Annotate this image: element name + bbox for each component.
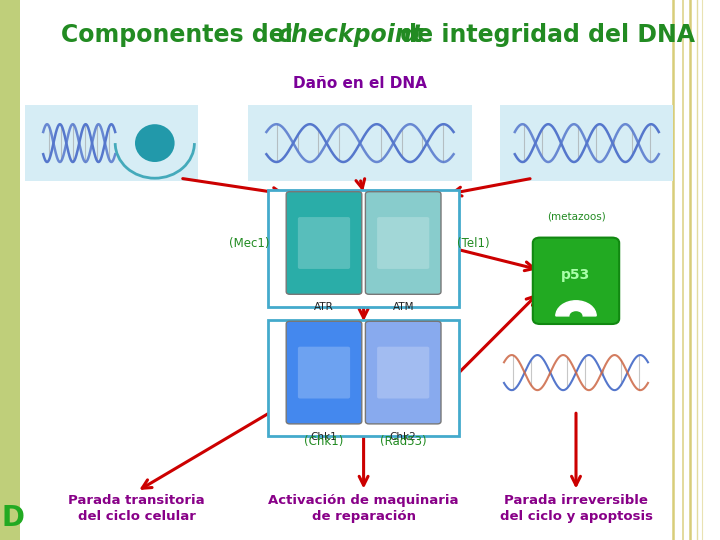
Text: Parada transitoria: Parada transitoria [68, 494, 205, 507]
Text: ATR: ATR [314, 302, 334, 313]
Text: p53: p53 [562, 268, 590, 282]
Bar [0, 0, 20, 540]
Text: Chk1: Chk1 [310, 432, 338, 442]
FancyBboxPatch shape [298, 217, 350, 269]
Text: del ciclo y apoptosis: del ciclo y apoptosis [500, 510, 652, 523]
Text: de reparación: de reparación [312, 510, 415, 523]
FancyBboxPatch shape [248, 105, 472, 181]
FancyBboxPatch shape [25, 105, 198, 181]
FancyBboxPatch shape [377, 347, 429, 399]
FancyBboxPatch shape [298, 347, 350, 399]
Text: (Mec1): (Mec1) [230, 237, 270, 249]
FancyBboxPatch shape [268, 320, 459, 436]
Text: Componentes del: Componentes del [61, 23, 310, 47]
Text: checkpoint: checkpoint [277, 23, 423, 47]
FancyBboxPatch shape [268, 190, 459, 307]
Text: (Chk1): (Chk1) [305, 435, 343, 448]
Text: Chk2: Chk2 [390, 432, 417, 442]
Text: (metazoos): (metazoos) [546, 211, 606, 221]
Text: Activación de maquinaria: Activación de maquinaria [269, 494, 459, 507]
Text: de integridad del DNA: de integridad del DNA [392, 23, 696, 47]
Ellipse shape [135, 124, 175, 162]
Text: ATM: ATM [392, 302, 414, 313]
Text: (Tel1): (Tel1) [457, 237, 490, 249]
Wedge shape [556, 301, 596, 316]
Text: (Rad53): (Rad53) [380, 435, 426, 448]
Text: Daño en el DNA: Daño en el DNA [293, 76, 427, 91]
FancyBboxPatch shape [287, 192, 362, 294]
Text: del ciclo celular: del ciclo celular [78, 510, 196, 523]
FancyBboxPatch shape [500, 105, 673, 181]
FancyBboxPatch shape [366, 321, 441, 424]
FancyBboxPatch shape [533, 238, 619, 324]
FancyBboxPatch shape [366, 192, 441, 294]
Text: D: D [1, 504, 24, 532]
FancyBboxPatch shape [377, 217, 429, 269]
FancyBboxPatch shape [287, 321, 362, 424]
Text: Parada irreversible: Parada irreversible [504, 494, 648, 507]
